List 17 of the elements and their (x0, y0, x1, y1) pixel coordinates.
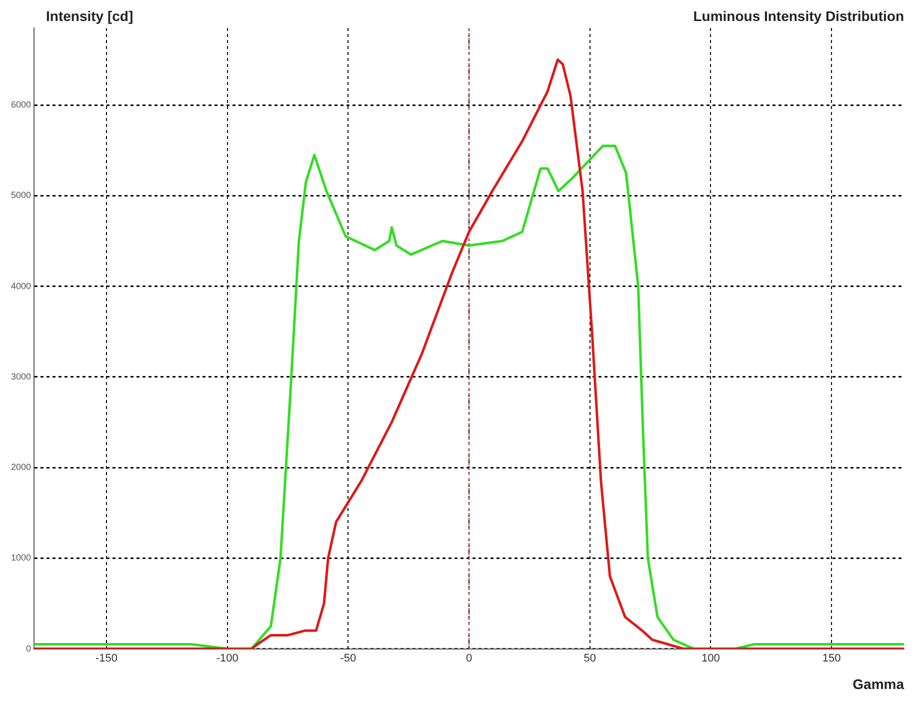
x-tick-label: 150 (822, 652, 841, 664)
x-tick-label: 100 (701, 652, 720, 664)
y-tick-label: 3000 (10, 371, 32, 382)
y-tick-label: 0 (26, 643, 32, 654)
chart-title: Luminous Intensity Distribution (693, 8, 904, 24)
x-tick-label: -150 (96, 652, 118, 664)
x-tick-label: -50 (340, 652, 356, 664)
y-tick-label: 4000 (10, 280, 32, 291)
y-tick-label: 1000 (10, 552, 32, 563)
x-tick-label: 0 (466, 652, 472, 664)
x-axis-title: Gamma (852, 676, 904, 692)
x-tick-label: 50 (584, 652, 596, 664)
y-tick-label: 5000 (10, 190, 32, 200)
x-tick-label: -100 (216, 652, 238, 664)
y-tick-label: 6000 (10, 100, 32, 110)
y-axis-title: Intensity [cd] (46, 8, 134, 24)
y-tick-label: 2000 (10, 462, 32, 472)
